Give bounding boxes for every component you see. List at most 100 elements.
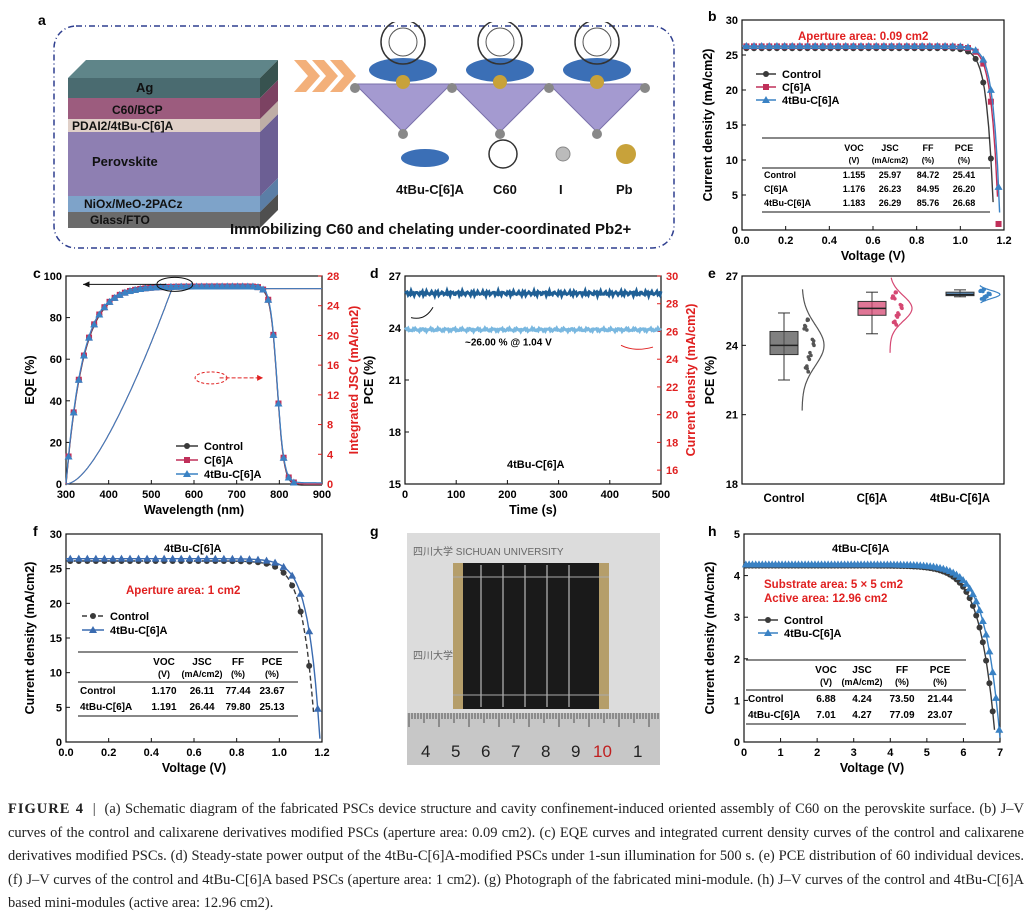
y2-tick-label: 28 xyxy=(666,299,678,311)
y2-tick-label: 24 xyxy=(327,301,340,313)
table-header: PCE xyxy=(955,143,974,153)
x-tick-label: 900 xyxy=(313,489,331,501)
data-point xyxy=(879,41,888,49)
table-header: FF xyxy=(896,665,908,676)
x-tick-label: 1.0 xyxy=(272,747,287,759)
jv-chart-h: 0 1 2 3 4 5 6 7 0 1 2 3 4 5 Voltage (V) Current density… xyxy=(703,529,1004,775)
x-tick-label: 7 xyxy=(997,747,1003,759)
pce-trace xyxy=(404,285,663,301)
data-point xyxy=(218,282,227,290)
y2-tick-label: 24 xyxy=(666,354,679,366)
assembly-illustration xyxy=(350,22,650,139)
data-point xyxy=(305,627,314,635)
table-header: FF xyxy=(923,143,934,153)
plot-frame xyxy=(743,533,1001,743)
data-point xyxy=(108,554,117,562)
data-point xyxy=(245,555,254,563)
data-point xyxy=(269,330,278,338)
layer-c60bcp xyxy=(68,98,260,119)
data-point xyxy=(160,554,169,562)
annotation: Aperture area: 1 cm2 xyxy=(126,585,240,597)
ruler-numbers: 4 5 6 7 8 9 10 1 xyxy=(421,742,642,761)
y-tick-label: 40 xyxy=(50,396,62,408)
y2-tick-label: 30 xyxy=(666,271,678,283)
annotation: ~26.00 % @ 1.04 V xyxy=(465,337,552,348)
arrow-to-left-axis xyxy=(410,306,434,319)
legend-label: Control xyxy=(782,69,821,81)
x-tick-label: 700 xyxy=(227,489,245,501)
data-point xyxy=(74,375,83,383)
data-point xyxy=(826,41,835,49)
chart-title: 4tBu-C[6]A xyxy=(507,459,564,471)
table-cell: 1.191 xyxy=(151,702,176,713)
data-point xyxy=(805,317,810,321)
data-point xyxy=(306,662,313,669)
y2-tick-label: 4 xyxy=(327,449,334,461)
data-point xyxy=(233,282,242,290)
data-point xyxy=(271,558,280,566)
panel-label-h: h xyxy=(708,523,717,539)
jv-chart-b: 0.0 0.2 0.4 0.6 0.8 1.0 1.2 0 5 10 15 20 25 30 Voltage… xyxy=(701,15,1012,263)
legend-label: 4tBu-C[6]A xyxy=(784,628,841,640)
x-tick-label: 0.6 xyxy=(186,747,201,759)
y-tick-label: 0 xyxy=(56,479,62,491)
table-cell: 4tBu-C[6]A xyxy=(80,702,132,713)
data-point xyxy=(100,303,109,311)
data-point xyxy=(925,41,934,49)
data-point xyxy=(207,282,216,290)
data-point xyxy=(995,725,1004,733)
data-point xyxy=(750,41,759,49)
data-point xyxy=(288,571,297,579)
legend-marker xyxy=(763,84,769,90)
legend-marker xyxy=(763,71,769,77)
data-point xyxy=(805,328,809,332)
annotation-substrate: Substrate area: 5 × 5 cm2 xyxy=(764,579,903,591)
panel-label-c: c xyxy=(33,265,41,281)
y-tick-label: 25 xyxy=(726,50,738,62)
x-tick-label: 2 xyxy=(814,747,820,759)
table-header-unit: (%) xyxy=(265,669,279,679)
calixarene-icon xyxy=(401,149,449,167)
x-axis-label: Wavelength (nm) xyxy=(144,503,244,517)
data-point xyxy=(105,297,114,305)
y-tick-label: 5 xyxy=(56,702,62,714)
y-tick-label: 15 xyxy=(389,479,401,491)
data-point xyxy=(289,582,296,589)
data-point xyxy=(172,282,181,290)
panel-label-d: d xyxy=(370,265,379,281)
table-cell: 26.20 xyxy=(953,184,976,194)
table-header: VOC xyxy=(153,657,175,668)
data-point xyxy=(115,290,124,298)
layer-label-perovskite: Perovskite xyxy=(92,154,158,169)
y-tick-label: 4 xyxy=(734,571,741,583)
y2-tick-label: 20 xyxy=(327,330,339,342)
data-point xyxy=(987,155,994,162)
data-point xyxy=(274,399,283,407)
legend-label: Control xyxy=(204,441,243,453)
data-point xyxy=(66,554,75,562)
x-tick-label: 0.4 xyxy=(822,235,838,247)
annotation: Aperture area: 0.09 cm2 xyxy=(798,31,928,43)
layer-label-niox: NiOx/MeO-2PACz xyxy=(84,197,182,211)
eqe-line-2 xyxy=(65,284,322,484)
data-point xyxy=(279,453,288,461)
panel-label-g: g xyxy=(370,523,379,539)
data-point xyxy=(91,554,100,562)
layer-label-glass: Glass/FTO xyxy=(90,213,150,227)
table-cell: 1.176 xyxy=(843,184,866,194)
data-point xyxy=(254,283,262,291)
x-tick-label: 300 xyxy=(57,489,75,501)
legend-marker xyxy=(762,96,770,103)
layer-perovskite xyxy=(68,132,260,196)
data-point xyxy=(284,473,293,481)
data-point xyxy=(228,554,237,562)
data-point xyxy=(126,554,134,562)
x-tick-label: 0.6 xyxy=(865,235,880,247)
data-point xyxy=(100,554,109,562)
data-point xyxy=(313,704,322,712)
arrow-right-head xyxy=(257,374,264,381)
data-point xyxy=(806,370,811,374)
data-point xyxy=(987,98,994,105)
x-tick-label: 400 xyxy=(601,489,619,501)
table-cell: 25.13 xyxy=(259,702,284,713)
